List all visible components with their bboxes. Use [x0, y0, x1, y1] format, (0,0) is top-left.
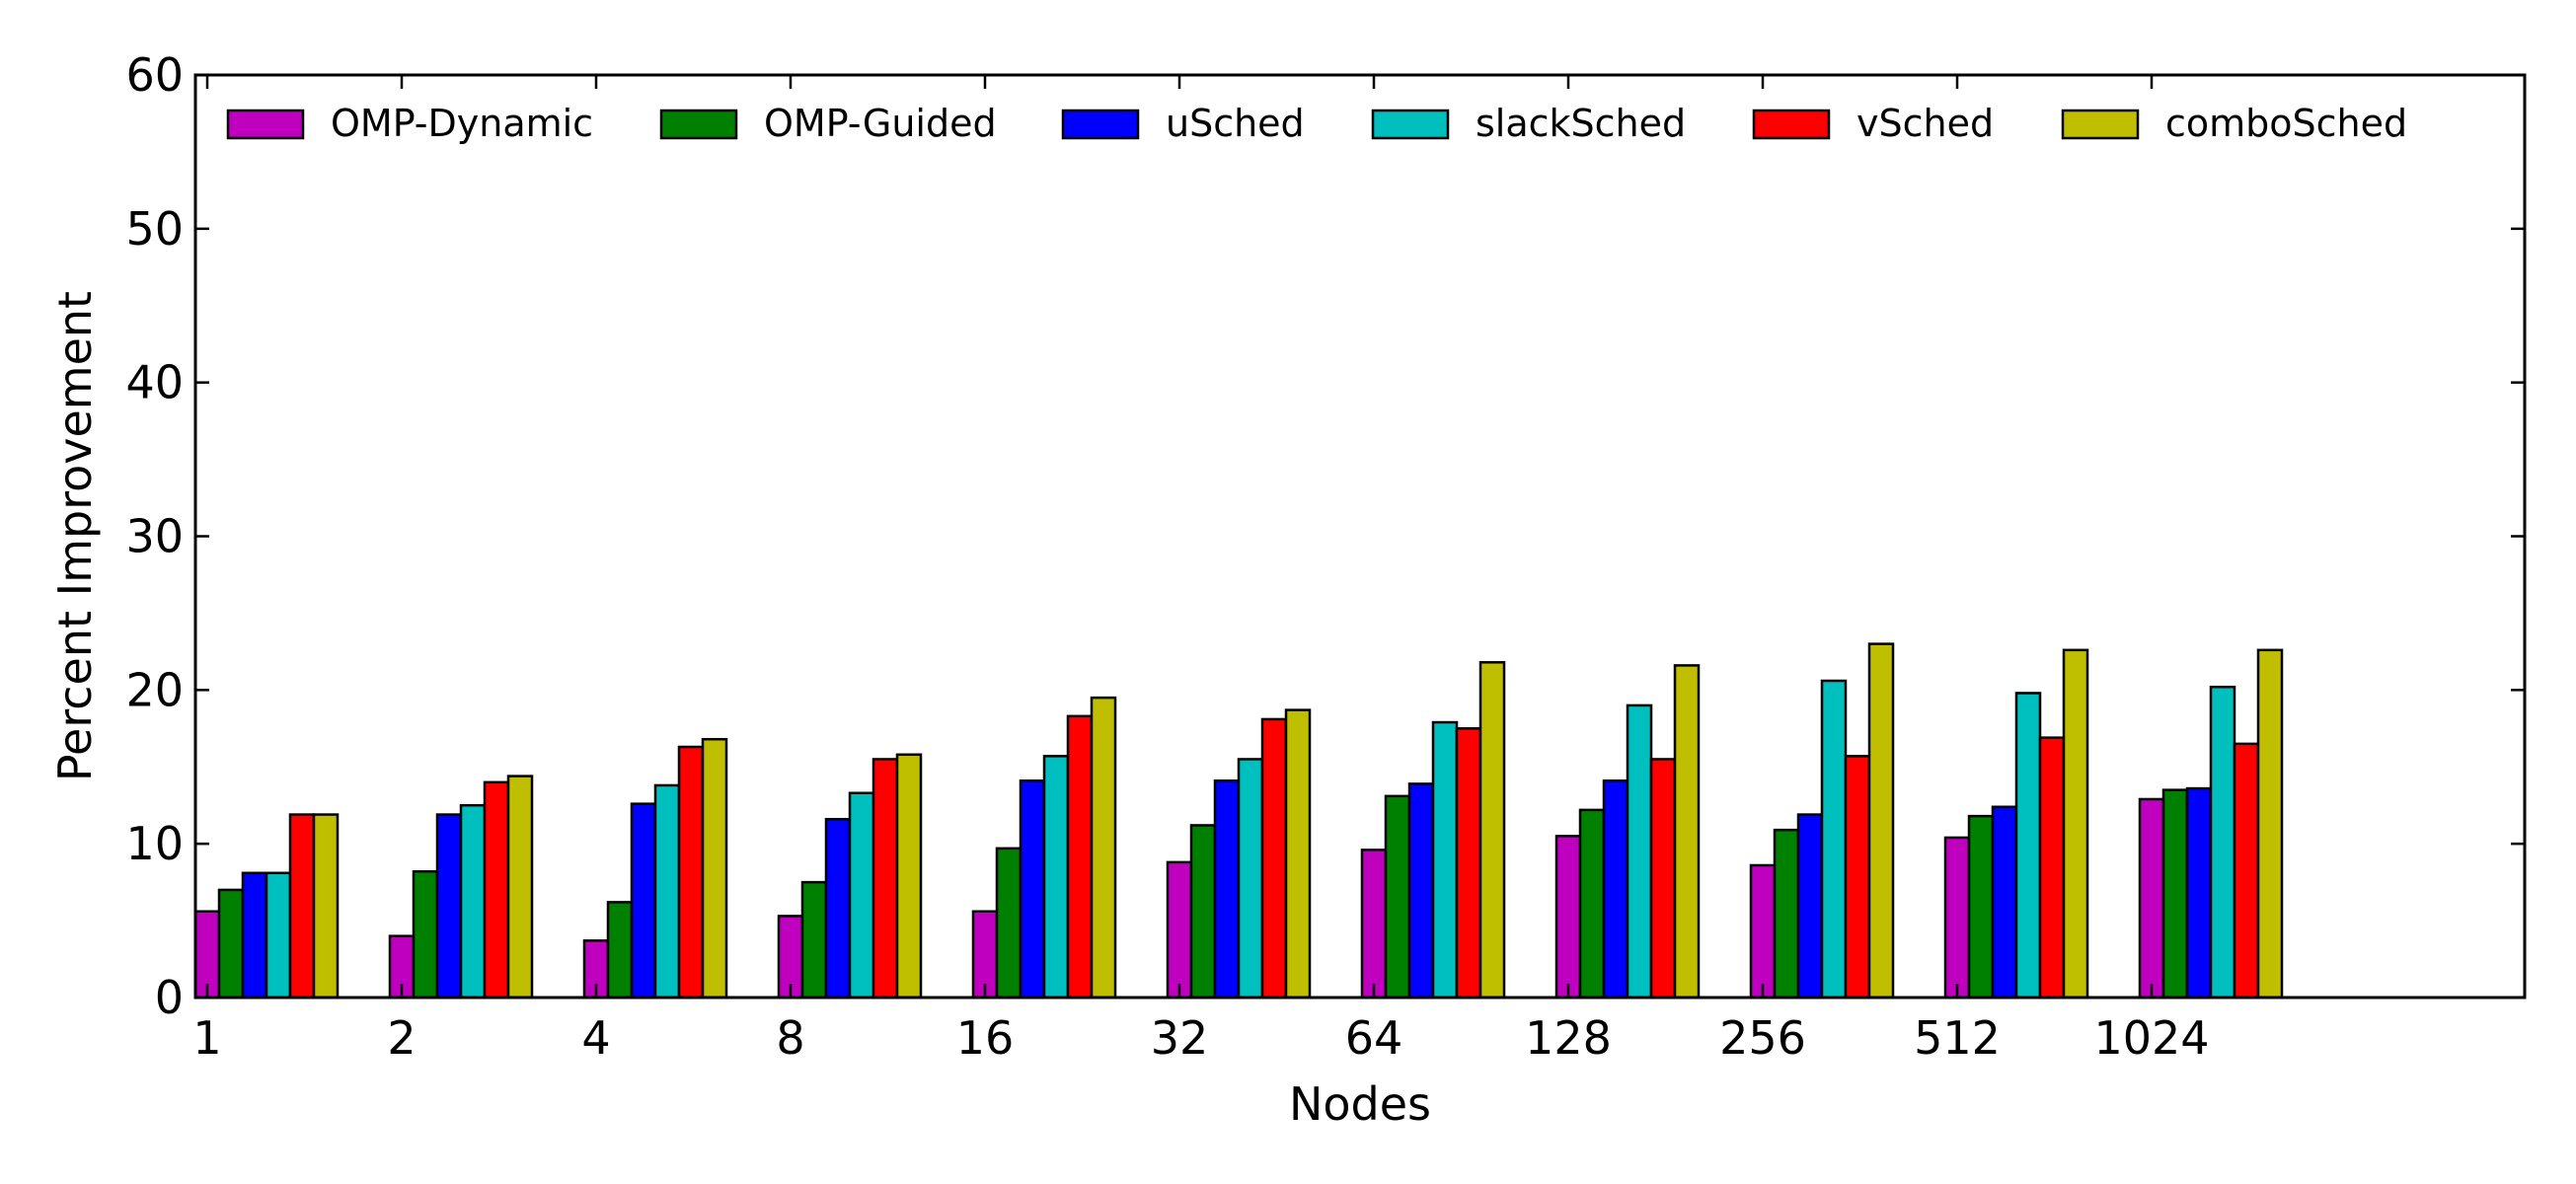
bar-omp-guided-128	[1578, 808, 1606, 999]
axis-ticks: 0 10 20 30 40 50 60 1 2 4 8 16 32 64 128 256 512 1024	[125, 48, 2525, 1065]
bar-combosched-256	[1867, 642, 1895, 999]
bar-slacksched-64	[1431, 720, 1459, 999]
bar-usched-64	[1407, 782, 1435, 999]
bar-omp-guided-512	[1967, 814, 1995, 999]
y-tick-label: 50	[125, 202, 184, 256]
legend-label-slacksched: slackSched	[1476, 102, 1686, 145]
legend-swatch-slacksched	[1371, 109, 1450, 140]
bar-combosched-128	[1673, 664, 1701, 999]
bar-usched-2	[435, 813, 463, 999]
bar-combosched-8	[895, 753, 923, 999]
bar-vsched-1024	[2233, 742, 2260, 999]
x-tick-label: 512	[1914, 1011, 2001, 1065]
bar-usched-8	[824, 817, 852, 999]
bar-usched-32	[1213, 779, 1241, 999]
bar-combosched-16	[1090, 696, 1117, 999]
bar-vsched-256	[1844, 755, 1871, 999]
bars-group	[193, 642, 2284, 999]
legend-swatch-usched	[1061, 109, 1140, 140]
y-tick-label: 60	[125, 48, 184, 102]
x-tick-label: 64	[1345, 1011, 1403, 1065]
bar-omp-guided-1024	[2161, 788, 2189, 999]
bar-omp-guided-2	[412, 869, 439, 999]
bar-vsched-32	[1260, 717, 1288, 999]
bar-vsched-1	[288, 813, 316, 999]
bar-usched-1	[241, 871, 268, 999]
x-tick-label: 4	[581, 1011, 610, 1065]
bar-combosched-512	[2062, 648, 2089, 999]
legend-swatch-vsched	[1752, 109, 1831, 140]
bar-omp-guided-32	[1189, 824, 1217, 999]
bar-usched-1024	[2185, 786, 2213, 999]
x-tick-label: 32	[1151, 1011, 1209, 1065]
legend-label-vsched: vSched	[1856, 102, 1994, 145]
legend-label-combosched: comboSched	[2165, 102, 2407, 145]
bar-combosched-1	[312, 813, 340, 999]
legend: OMP-Dynamic OMP-Guided uSched slackSched vSc…	[226, 102, 2407, 145]
bar-slacksched-8	[848, 791, 875, 999]
bar-usched-128	[1602, 779, 1629, 999]
bar-slacksched-1024	[2209, 685, 2236, 999]
y-tick-label: 0	[155, 971, 184, 1024]
x-axis-label: Nodes	[1289, 1077, 1431, 1131]
legend-label-usched: uSched	[1166, 102, 1305, 145]
bar-usched-4	[630, 802, 657, 999]
bar-combosched-4	[701, 737, 728, 999]
bar-vsched-16	[1066, 714, 1094, 999]
bar-omp-dynamic-512	[1943, 836, 1971, 999]
bar-slacksched-16	[1042, 755, 1070, 999]
y-tick-label: 20	[125, 663, 184, 716]
bar-omp-dynamic-64	[1360, 849, 1388, 999]
bar-vsched-512	[2038, 736, 2066, 999]
x-tick-label: 2	[387, 1011, 416, 1065]
legend-label-omp-dynamic: OMP-Dynamic	[331, 102, 593, 145]
bar-slacksched-2	[459, 803, 487, 999]
bar-slacksched-128	[1626, 703, 1653, 999]
y-axis-label: Percent Improvement	[48, 291, 102, 781]
bar-slacksched-1	[265, 871, 292, 999]
bar-slacksched-32	[1237, 758, 1264, 999]
legend-swatch-combosched	[2061, 109, 2140, 140]
bar-omp-dynamic-128	[1554, 835, 1582, 999]
bar-vsched-8	[871, 758, 899, 999]
y-tick-label: 10	[125, 817, 184, 870]
bar-usched-512	[1991, 805, 2018, 999]
x-tick-label: 8	[776, 1011, 804, 1065]
y-tick-label: 30	[125, 510, 184, 563]
bar-vsched-4	[677, 745, 705, 999]
bar-omp-guided-4	[606, 901, 634, 999]
bar-combosched-64	[1478, 661, 1506, 999]
bar-slacksched-256	[1820, 679, 1848, 999]
bar-omp-guided-8	[800, 880, 828, 999]
bar-omp-dynamic-32	[1166, 860, 1193, 999]
x-tick-label: 16	[956, 1011, 1015, 1065]
bar-combosched-2	[506, 775, 534, 999]
bar-usched-16	[1019, 779, 1046, 999]
x-tick-label: 128	[1525, 1011, 1612, 1065]
bar-omp-guided-64	[1384, 794, 1411, 999]
bar-slacksched-4	[653, 783, 681, 999]
bar-omp-guided-16	[995, 847, 1023, 999]
bar-vsched-128	[1649, 758, 1677, 999]
x-tick-label: 1	[192, 1011, 221, 1065]
bar-vsched-64	[1455, 727, 1482, 999]
bar-omp-guided-256	[1773, 828, 1800, 999]
legend-swatch-omp-guided	[659, 109, 738, 140]
bar-slacksched-512	[2014, 692, 2042, 999]
bar-omp-guided-1	[217, 888, 245, 999]
x-tick-label: 1024	[2093, 1011, 2209, 1065]
x-tick-label: 256	[1719, 1011, 1806, 1065]
bar-combosched-1024	[2256, 648, 2284, 999]
y-tick-label: 40	[125, 356, 184, 409]
bar-combosched-32	[1284, 708, 1312, 999]
bar-vsched-2	[483, 780, 510, 999]
legend-swatch-omp-dynamic	[226, 109, 305, 140]
bar-omp-dynamic-256	[1749, 863, 1777, 999]
bar-usched-256	[1796, 813, 1824, 999]
legend-label-omp-guided: OMP-Guided	[764, 102, 997, 145]
bar-omp-dynamic-1024	[2138, 797, 2165, 999]
